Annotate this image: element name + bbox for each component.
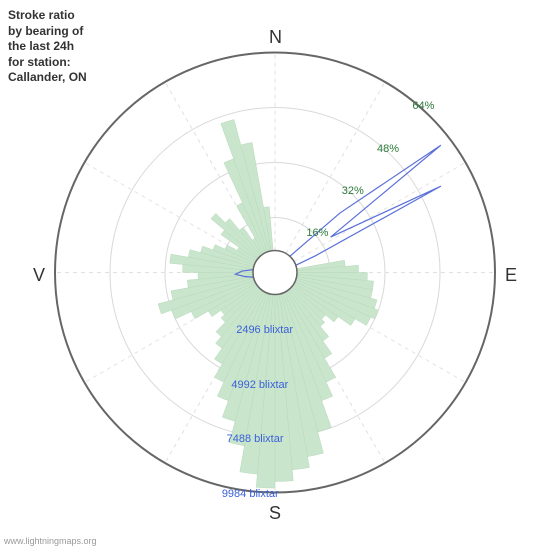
pct-ring-label-48: 48% bbox=[377, 143, 399, 155]
blixtar-ring-label-2: 7488 blixtar bbox=[227, 433, 284, 445]
cardinal-e: E bbox=[505, 265, 517, 286]
blixtar-ring-label-1: 4992 blixtar bbox=[231, 379, 288, 391]
cardinal-n: N bbox=[269, 27, 282, 48]
pct-ring-label-32: 32% bbox=[342, 185, 364, 197]
cardinal-s: S bbox=[269, 503, 281, 524]
blixtar-ring-label-3: 9984 blixtar bbox=[222, 488, 279, 500]
cardinal-v: V bbox=[33, 265, 45, 286]
blixtar-ring-label-0: 2496 blixtar bbox=[236, 324, 293, 336]
pct-ring-label-64: 64% bbox=[412, 100, 434, 112]
pct-ring-label-16: 16% bbox=[306, 227, 328, 239]
polar-chart bbox=[0, 0, 550, 553]
